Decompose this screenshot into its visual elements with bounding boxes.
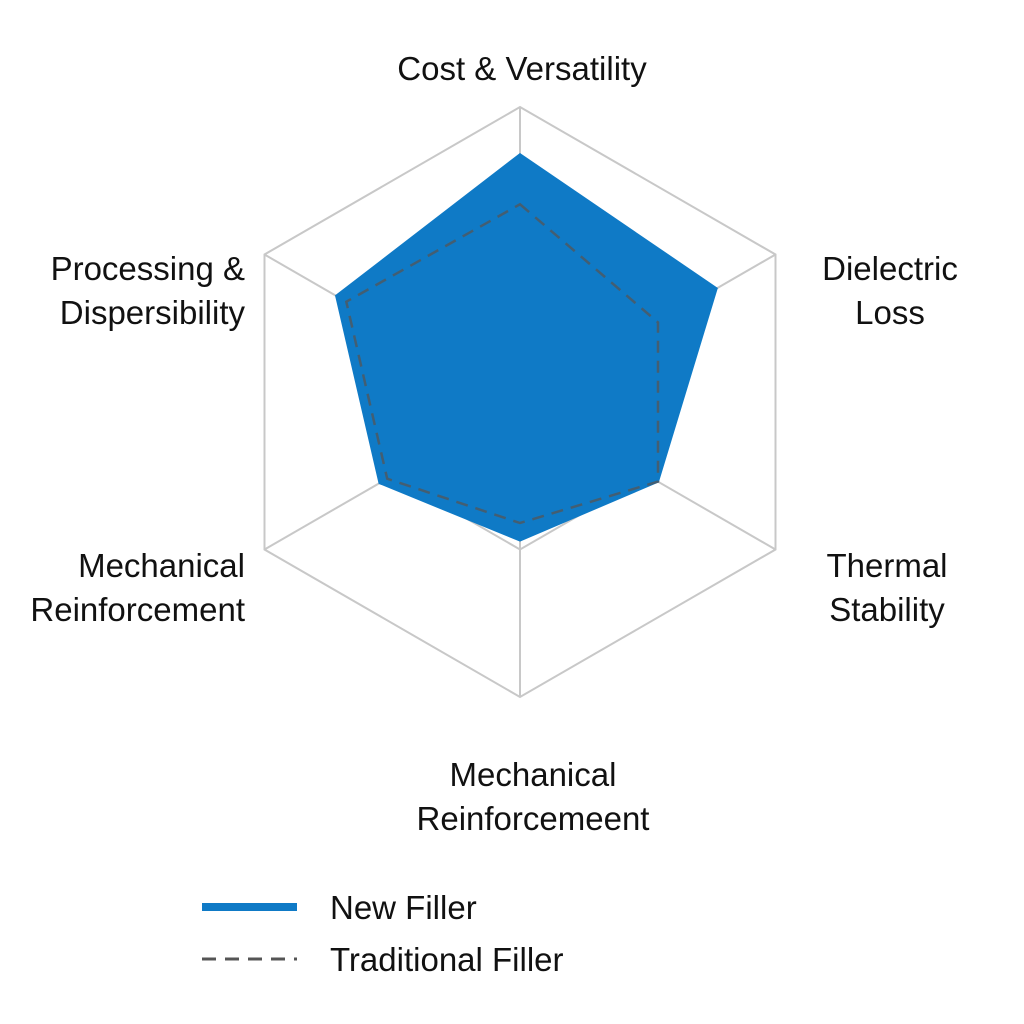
axis-label-3: Mechanical Reinforcemeent <box>417 756 650 837</box>
axis-label-2: Thermal Stability <box>826 547 947 628</box>
series-0-polygon <box>334 152 718 542</box>
axis-label-4-line-0: Mechanical <box>78 547 245 584</box>
axis-label-1-line-0: Dielectric <box>822 250 958 287</box>
axis-label-1-line-1: Loss <box>855 294 925 331</box>
axis-label-3-line-1: Reinforcemeent <box>417 800 650 837</box>
axis-label-5-line-0: Processing & <box>51 250 245 287</box>
axis-label-5-line-1: Dispersibility <box>60 294 246 331</box>
axis-label-5: Processing & Dispersibility <box>51 250 246 331</box>
legend-label-new-filler: New Filler <box>330 889 477 926</box>
axis-label-0: Cost & Versatility <box>397 50 647 87</box>
axis-label-4: Mechanical Reinforcement <box>30 547 245 628</box>
series-1-polygon <box>344 202 660 525</box>
axis-label-4-line-1: Reinforcement <box>30 591 245 628</box>
axis-labels: Cost & Versatility Dielectric Loss Thermal S… <box>30 50 957 837</box>
axis-label-2-line-0: Thermal <box>826 547 947 584</box>
axis-label-3-line-0: Mechanical <box>450 756 617 793</box>
legend-label-traditional-filler: Traditional Filler <box>330 941 564 978</box>
axis-label-1: Dielectric Loss <box>822 250 958 331</box>
axis-label-2-line-1: Stability <box>829 591 945 628</box>
legend: New Filler Traditional Filler <box>202 889 564 978</box>
axis-label-0-line-0: Cost & Versatility <box>397 50 647 87</box>
radar-series <box>334 152 718 542</box>
